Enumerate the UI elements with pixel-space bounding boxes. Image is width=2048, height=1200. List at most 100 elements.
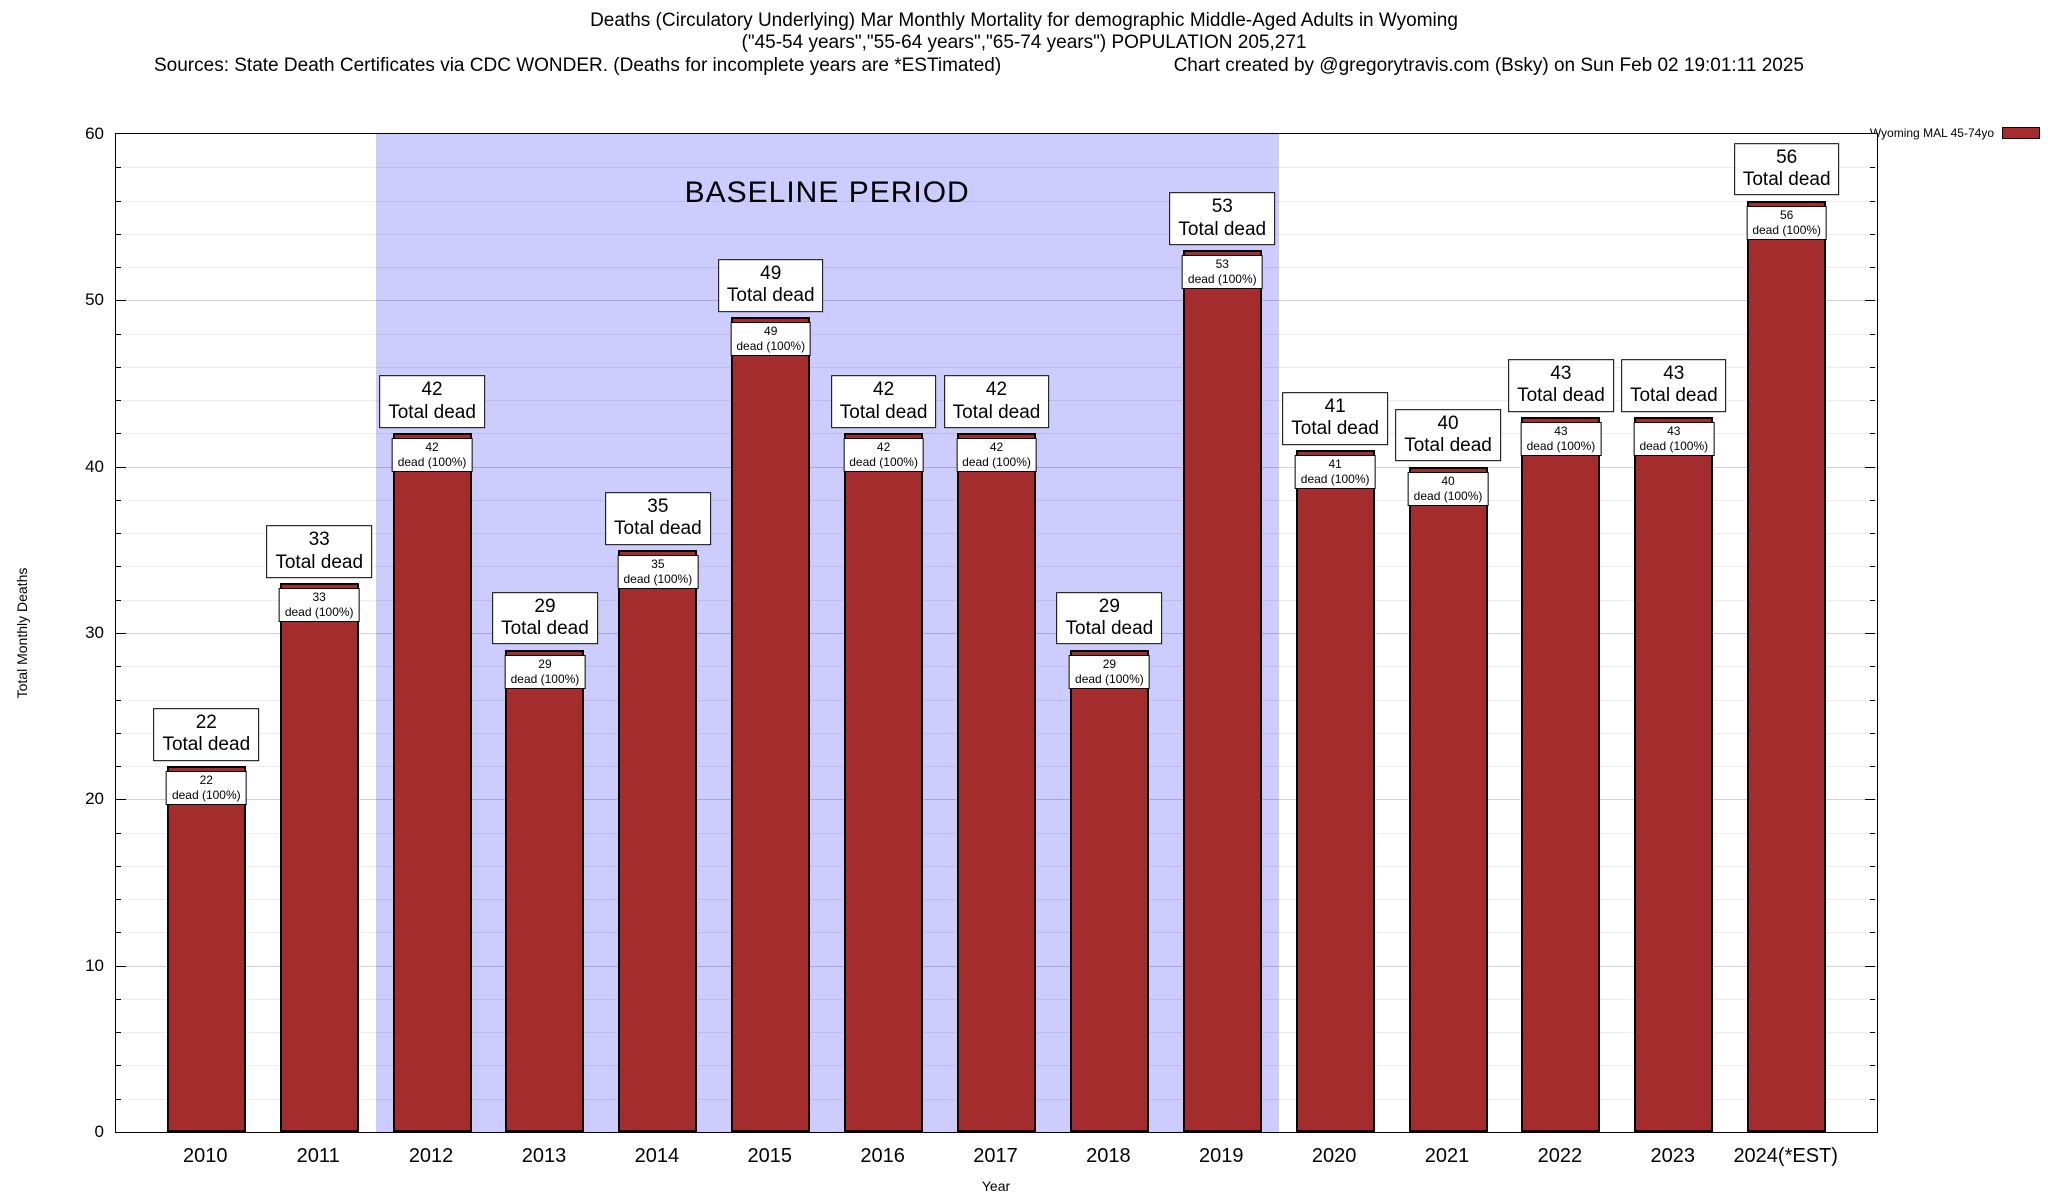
y-tick-mark	[116, 599, 121, 601]
y-tick-mark	[1870, 533, 1875, 535]
bar	[279, 583, 359, 1132]
y-tick-mark	[116, 832, 121, 834]
y-tick-label: 40	[85, 456, 104, 476]
x-tick-label: 2024(*EST)	[1733, 1145, 1838, 1167]
x-tick-label: 2014	[634, 1145, 680, 1167]
bar	[956, 433, 1036, 1132]
bar-inner-label: 49 dead (100%)	[730, 321, 812, 356]
y-tick-mark	[116, 300, 126, 302]
bar-inner-label: 41 dead (100%)	[1294, 455, 1376, 490]
bar-total-label: 53 Total dead	[1169, 192, 1276, 246]
y-tick-label: 10	[85, 955, 104, 975]
y-tick-mark	[116, 965, 126, 967]
y-tick-mark	[116, 899, 121, 901]
bar-inner-label: 42 dead (100%)	[391, 438, 473, 473]
grid-line	[116, 233, 1877, 235]
bar-inner-label: 33 dead (100%)	[278, 588, 360, 623]
y-tick-mark	[116, 366, 121, 368]
y-tick-mark	[1870, 400, 1875, 402]
y-tick-mark	[116, 466, 126, 468]
x-tick-label: 2013	[521, 1145, 567, 1167]
y-tick-mark	[1870, 599, 1875, 601]
grid-line	[116, 267, 1877, 269]
y-tick-mark	[116, 200, 121, 202]
bar-inner-label: 40 dead (100%)	[1407, 471, 1489, 506]
y-tick-mark	[1870, 732, 1875, 734]
y-tick-mark	[116, 1065, 121, 1067]
bar	[505, 649, 585, 1132]
y-tick-mark	[1870, 1032, 1875, 1034]
x-tick-label: 2018	[1086, 1145, 1131, 1167]
y-tick-mark	[1870, 766, 1875, 768]
bar-total-label: 41 Total dead	[1282, 392, 1388, 446]
x-tick-label: 2011	[296, 1145, 340, 1167]
bar	[1408, 466, 1488, 1132]
y-tick-mark	[1870, 433, 1875, 435]
bar-inner-label: 22 dead (100%)	[165, 771, 247, 806]
legend-label: Wyoming MAL 45-74yo	[1869, 126, 1994, 140]
y-tick-mark	[1865, 466, 1875, 468]
bar	[731, 316, 811, 1132]
y-tick-mark	[116, 400, 121, 402]
y-tick-mark	[116, 566, 121, 568]
chart-meta-row: Sources: State Death Certificates via CD…	[0, 55, 2048, 77]
y-tick-mark	[116, 533, 121, 535]
y-tick-label: 20	[85, 789, 104, 809]
bar-total-label: 43 Total dead	[1508, 358, 1614, 412]
bar-total-label: 49 Total dead	[717, 259, 824, 312]
y-tick-mark	[116, 267, 121, 269]
y-tick-mark	[1870, 566, 1875, 568]
y-tick-mark	[1870, 1098, 1875, 1100]
bar-total-label: 56 Total dead	[1733, 142, 1840, 196]
y-tick-mark	[1865, 300, 1875, 302]
y-tick-mark	[116, 732, 121, 734]
bar	[1182, 250, 1262, 1132]
plot-area: BASELINE PERIOD 22 Total dead 22 dead (100%)…	[115, 133, 1878, 1133]
y-tick-mark	[1870, 998, 1875, 1000]
y-tick-mark	[116, 499, 121, 501]
bar-inner-label: 53 dead (100%)	[1181, 255, 1263, 290]
y-tick-label: 0	[94, 1122, 104, 1141]
y-tick-mark	[1870, 1065, 1875, 1067]
y-tick-label: 30	[85, 623, 104, 642]
y-tick-mark	[1870, 366, 1875, 368]
chart-sources: Sources: State Death Certificates via CD…	[154, 55, 1002, 76]
x-tick-label: 2023	[1650, 1145, 1696, 1167]
x-tick-label: 2010	[183, 1145, 228, 1167]
x-tick-label: 2022	[1537, 1145, 1583, 1167]
y-tick-mark	[116, 699, 121, 701]
y-tick-mark	[1865, 799, 1875, 801]
bar-inner-label: 43 dead (100%)	[1520, 421, 1602, 456]
grid-line	[116, 167, 1877, 169]
bar-total-label: 29 Total dead	[492, 591, 598, 645]
x-axis-title: Year	[981, 1178, 1011, 1194]
bar	[1295, 450, 1375, 1132]
x-tick-label: 2012	[408, 1145, 454, 1167]
bar-total-label: 22 Total dead	[153, 708, 260, 762]
y-tick-mark	[116, 998, 121, 1000]
bar	[166, 766, 246, 1132]
grid-line	[116, 200, 1877, 202]
y-tick-mark	[116, 633, 126, 634]
bar-inner-label: 56 dead (100%)	[1746, 205, 1828, 240]
bar-inner-label: 43 dead (100%)	[1633, 421, 1715, 456]
y-tick-mark	[116, 932, 121, 934]
legend-swatch	[2002, 127, 2040, 139]
y-tick-mark	[1870, 167, 1875, 169]
chart-credit: Chart created by @gregorytravis.com (Bsk…	[1173, 55, 1804, 76]
y-tick-mark	[1870, 865, 1875, 867]
y-tick-mark	[1870, 333, 1875, 335]
y-tick-mark	[116, 666, 121, 668]
y-tick-mark	[116, 433, 121, 435]
y-tick-mark	[1870, 666, 1875, 668]
x-tick-label: 2016	[860, 1145, 905, 1167]
bar	[1634, 416, 1714, 1132]
bar-inner-label: 29 dead (100%)	[504, 654, 586, 689]
grid-line	[116, 333, 1877, 335]
grid-line	[116, 366, 1877, 368]
bar-total-label: 42 Total dead	[379, 375, 485, 429]
bar-total-label: 33 Total dead	[266, 525, 373, 579]
bar-inner-label: 42 dead (100%)	[956, 438, 1037, 473]
bar-total-label: 40 Total dead	[1395, 408, 1501, 462]
